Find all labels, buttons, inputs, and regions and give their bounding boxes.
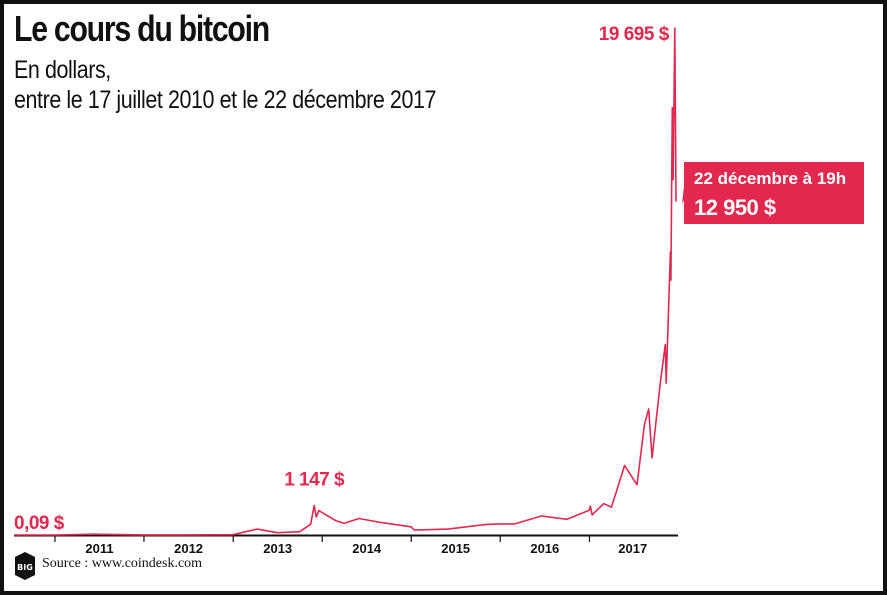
x-tick-label: 2016 — [530, 541, 559, 556]
callout-pointer — [682, 186, 684, 204]
logo-text: BIG — [17, 563, 33, 572]
peak-2017-label: 19 695 $ — [599, 24, 670, 45]
x-tick-label: 2017 — [618, 541, 647, 556]
source-note: Source : www.coindesk.com — [42, 556, 203, 571]
big-logo-icon: BIG — [15, 552, 35, 580]
x-tick-label: 2014 — [352, 541, 382, 556]
x-tick-label: 2011 — [85, 541, 113, 556]
peak-2013-label: 1 147 $ — [284, 469, 345, 490]
callout-value-label: 12 950 $ — [694, 195, 776, 220]
callout-date-label: 22 décembre à 19h — [694, 169, 846, 188]
chart-subtitle-unit: En dollars, — [14, 56, 111, 84]
chart-title: Le cours du bitcoin — [14, 8, 270, 49]
x-tick-label: 2015 — [441, 541, 470, 556]
x-tick-label: 2012 — [174, 541, 203, 556]
x-tick-label: 2013 — [263, 541, 292, 556]
chart-subtitle-period: entre le 17 juillet 2010 et le 22 décemb… — [14, 86, 437, 114]
price-line — [14, 27, 677, 536]
start-value-label: 0,09 $ — [14, 513, 65, 534]
callout-box — [684, 162, 864, 224]
